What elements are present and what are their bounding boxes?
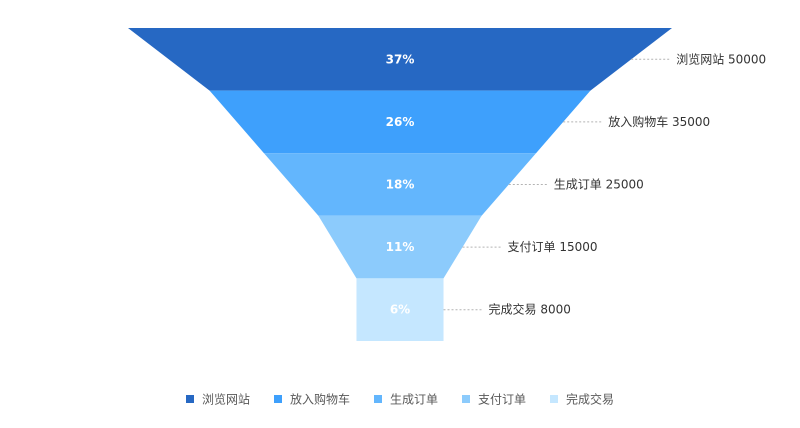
- legend-label: 浏览网站: [202, 392, 250, 407]
- legend-item[interactable]: 完成交易: [550, 392, 614, 407]
- percent-label: 26%: [386, 115, 415, 129]
- legend-label: 完成交易: [566, 392, 614, 407]
- funnel-stages: 37% 浏览网站 50000 26% 放入购物车 35000 18% 生成订单 25000…: [128, 28, 766, 341]
- stage-label: 完成交易 8000: [489, 302, 571, 317]
- stage-label: 浏览网站 50000: [676, 51, 766, 66]
- percent-label: 11%: [386, 240, 415, 254]
- legend-label: 支付订单: [478, 393, 526, 407]
- legend-label: 放入购物车: [290, 392, 350, 407]
- legend-item[interactable]: 支付订单: [462, 393, 526, 407]
- funnel-stage[interactable]: [209, 90, 591, 154]
- funnel-stage[interactable]: [264, 153, 536, 216]
- legend-swatch: [374, 395, 382, 403]
- stage-label: 支付订单 15000: [508, 240, 598, 254]
- legend-swatch: [274, 395, 282, 403]
- legend-label: 生成订单: [390, 393, 438, 407]
- funnel-stage[interactable]: [356, 278, 444, 341]
- funnel-stage[interactable]: [318, 215, 482, 279]
- percent-label: 6%: [390, 303, 410, 317]
- legend-item[interactable]: 生成订单: [374, 393, 438, 407]
- chart-legend: 浏览网站 放入购物车 生成订单 支付订单 完成交易: [186, 392, 614, 407]
- percent-label: 37%: [386, 52, 415, 66]
- legend-item[interactable]: 放入购物车: [274, 392, 350, 407]
- stage-label: 生成订单 25000: [554, 178, 644, 192]
- legend-swatch: [186, 395, 194, 403]
- percent-label: 18%: [386, 178, 415, 192]
- legend-item[interactable]: 浏览网站: [186, 392, 250, 407]
- legend-swatch: [462, 395, 470, 403]
- funnel-stage[interactable]: [128, 28, 672, 91]
- legend-swatch: [550, 395, 558, 403]
- stage-label: 放入购物车 35000: [608, 114, 710, 129]
